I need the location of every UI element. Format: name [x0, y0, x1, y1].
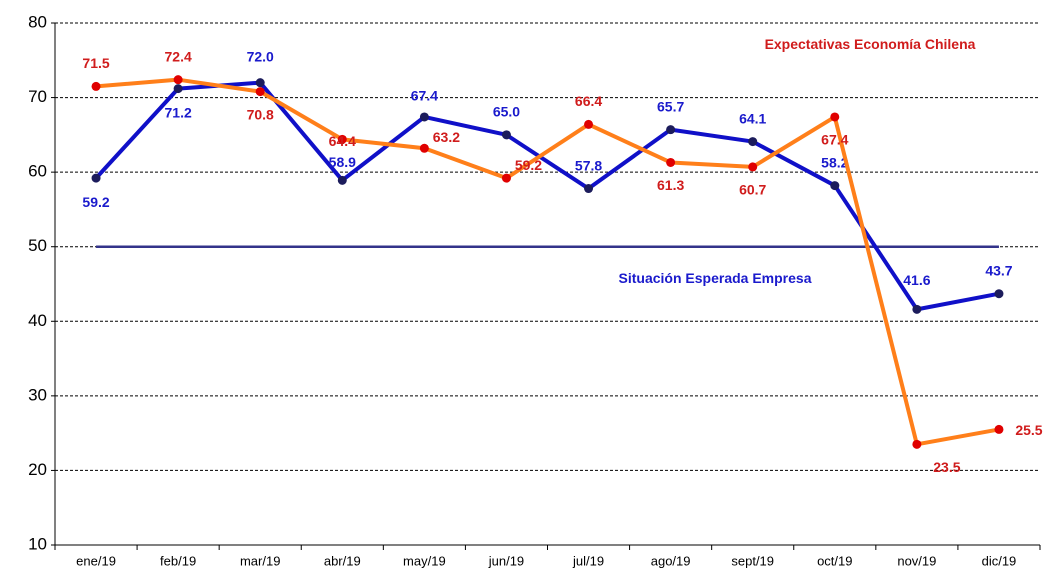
legend-label: Situación Esperada Empresa — [618, 270, 812, 286]
marker — [994, 424, 1004, 434]
marker — [501, 173, 511, 183]
x-tick-label: jul/19 — [572, 553, 604, 568]
marker — [748, 162, 758, 172]
y-tick-label: 10 — [28, 534, 47, 553]
marker — [666, 157, 676, 167]
marker — [255, 78, 265, 88]
marker — [830, 112, 840, 122]
value-label: 59.2 — [515, 157, 542, 173]
value-label: 58.2 — [821, 154, 848, 170]
marker — [337, 175, 347, 185]
x-tick-label: sept/19 — [731, 553, 774, 568]
y-tick-label: 50 — [28, 236, 47, 255]
y-tick-label: 40 — [28, 311, 47, 330]
marker — [173, 75, 183, 85]
value-label: 23.5 — [933, 459, 960, 475]
x-tick-label: jun/19 — [488, 553, 524, 568]
marker — [91, 173, 101, 183]
value-label: 57.8 — [575, 157, 602, 173]
marker — [666, 125, 676, 135]
x-tick-label: oct/19 — [817, 553, 852, 568]
value-label: 66.4 — [575, 93, 602, 109]
value-label: 58.9 — [329, 154, 356, 170]
x-tick-label: dic/19 — [982, 553, 1017, 568]
y-tick-label: 80 — [28, 12, 47, 31]
value-label: 60.7 — [739, 182, 766, 198]
marker — [994, 289, 1004, 299]
y-tick-label: 60 — [28, 162, 47, 181]
x-tick-label: may/19 — [403, 553, 446, 568]
y-tick-label: 70 — [28, 87, 47, 106]
series-line — [94, 80, 1000, 312]
marker — [912, 439, 922, 449]
value-label: 25.5 — [1015, 422, 1042, 438]
value-label: 41.6 — [903, 272, 930, 288]
marker — [255, 87, 265, 97]
value-label: 71.2 — [165, 104, 192, 120]
marker — [173, 84, 183, 94]
value-label: 43.7 — [985, 262, 1012, 278]
x-tick-label: ago/19 — [651, 553, 691, 568]
x-tick-label: nov/19 — [897, 553, 936, 568]
x-tick-label: abr/19 — [324, 553, 361, 568]
value-label: 64.1 — [739, 110, 766, 126]
y-tick-label: 20 — [28, 460, 47, 479]
value-label: 72.4 — [165, 48, 192, 64]
x-tick-label: feb/19 — [160, 553, 196, 568]
marker — [748, 137, 758, 147]
legend-label: Expectativas Economía Chilena — [764, 36, 976, 52]
value-label: 71.5 — [82, 55, 109, 71]
value-label: 59.2 — [82, 194, 109, 210]
x-tick-label: ene/19 — [76, 553, 116, 568]
marker — [584, 184, 594, 194]
value-label: 70.8 — [247, 106, 274, 122]
marker — [912, 304, 922, 314]
marker — [337, 134, 347, 144]
marker — [501, 130, 511, 140]
value-label: 63.2 — [433, 129, 460, 145]
value-label: 64.4 — [329, 133, 356, 149]
value-label: 65.0 — [493, 104, 520, 120]
value-label: 72.0 — [247, 48, 274, 64]
marker — [91, 81, 101, 91]
marker — [419, 143, 429, 153]
marker — [830, 181, 840, 191]
series-line — [95, 77, 1000, 447]
value-label: 65.7 — [657, 98, 684, 114]
marker — [419, 112, 429, 122]
value-label: 61.3 — [657, 177, 684, 193]
x-tick-label: mar/19 — [240, 553, 280, 568]
y-tick-label: 30 — [28, 385, 47, 404]
marker — [584, 119, 594, 129]
value-label: 67.4 — [821, 132, 848, 148]
value-label: 67.4 — [411, 88, 438, 104]
